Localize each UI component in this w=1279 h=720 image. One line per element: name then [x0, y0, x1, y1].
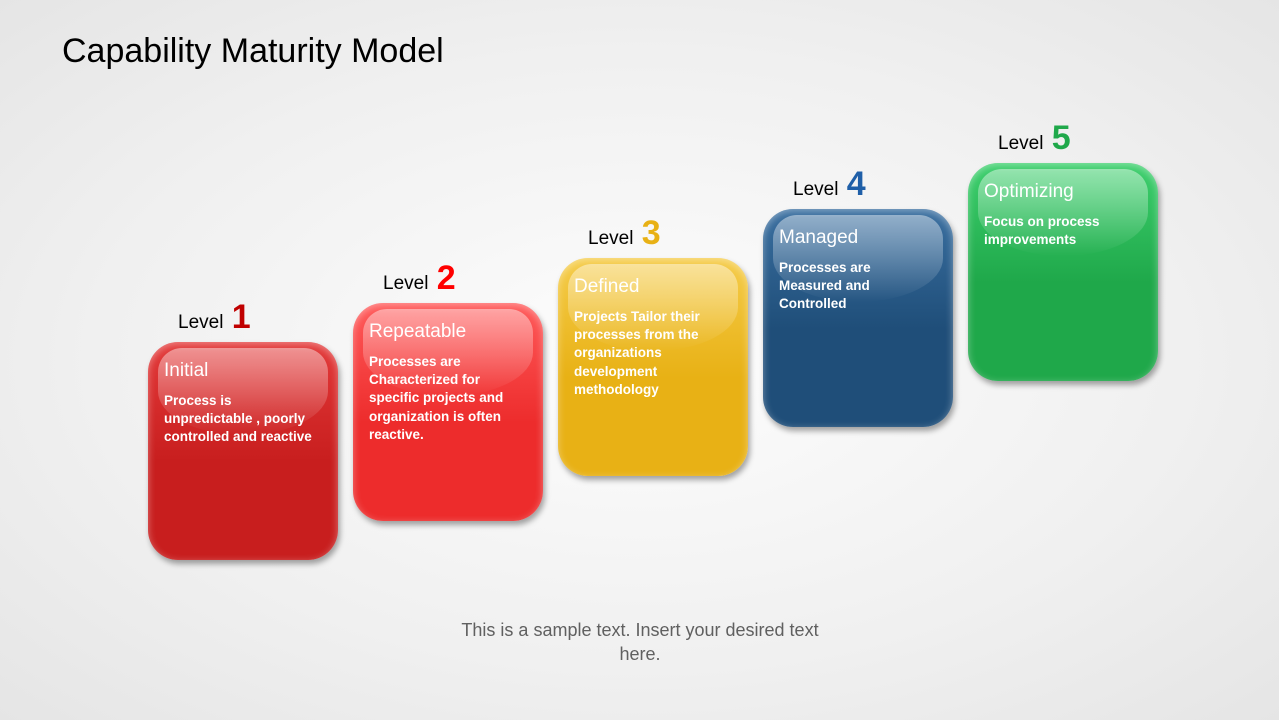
maturity-card-4: Managed Processes are Measured and Contro…	[763, 209, 953, 427]
level-prefix: Level	[998, 133, 1049, 154]
level-prefix: Level	[588, 228, 639, 249]
caption-text: This is a sample text. Insert your desir…	[440, 618, 840, 667]
card-title: Managed	[779, 227, 937, 249]
card-title: Repeatable	[369, 321, 527, 343]
level-label-2: Level 2	[383, 259, 456, 298]
card-description: Processes are Measured and Controlled	[779, 259, 937, 314]
level-prefix: Level	[793, 179, 844, 200]
level-number: 4	[847, 165, 866, 203]
page-title: Capability Maturity Model	[62, 32, 444, 71]
level-prefix: Level	[383, 273, 434, 294]
level-label-4: Level 4	[793, 165, 866, 204]
card-title: Initial	[164, 360, 322, 382]
level-label-3: Level 3	[588, 214, 661, 253]
level-prefix: Level	[178, 312, 229, 333]
maturity-card-2: Repeatable Processes are Characterized fo…	[353, 303, 543, 521]
maturity-card-5: Optimizing Focus on process improvements	[968, 163, 1158, 381]
level-label-5: Level 5	[998, 119, 1071, 158]
card-description: Focus on process improvements	[984, 213, 1142, 249]
level-number: 5	[1052, 119, 1071, 157]
card-title: Optimizing	[984, 181, 1142, 203]
level-number: 3	[642, 214, 661, 252]
level-number: 2	[437, 259, 456, 297]
maturity-card-1: Initial Process is unpredictable , poorly…	[148, 342, 338, 560]
card-description: Process is unpredictable , poorly contro…	[164, 392, 322, 447]
maturity-card-3: Defined Projects Tailor their processes f…	[558, 258, 748, 476]
level-number: 1	[232, 298, 251, 336]
card-title: Defined	[574, 276, 732, 298]
level-label-1: Level 1	[178, 298, 251, 337]
card-description: Projects Tailor their processes from the…	[574, 308, 732, 399]
card-description: Processes are Characterized for specific…	[369, 353, 527, 444]
